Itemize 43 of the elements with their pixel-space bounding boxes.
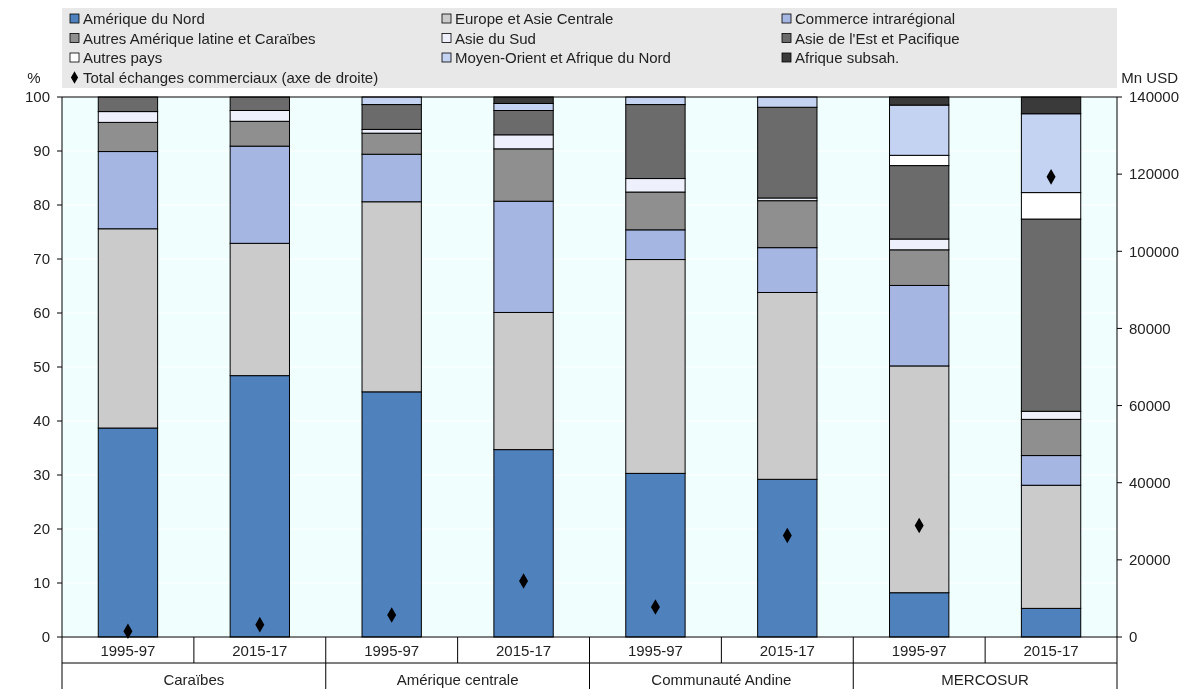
x-tick-label: 2015-17: [496, 642, 552, 659]
y-tick-label: 0: [41, 628, 50, 646]
y2-tick-label: 120000: [1129, 165, 1180, 183]
y2-tick-label: 20000: [1129, 551, 1171, 569]
text: Caraïbes: [163, 671, 225, 688]
legend-label: Asie de l'Est et Pacifique: [795, 29, 960, 47]
y-tick-label: 20: [33, 520, 50, 538]
x-tick-label: 1995-97: [627, 642, 683, 659]
x-tick-label: 1995-97: [100, 642, 156, 659]
legend-label: Amérique du Nord: [83, 10, 205, 27]
legend-label: Moyen-Orient et Afrique du Nord: [455, 49, 671, 66]
y-tick-label: 90: [33, 142, 50, 160]
x-tick-label: 2015-17: [1023, 642, 1079, 659]
y-tick-label: 40: [33, 412, 50, 430]
y2-tick-label: 60000: [1129, 396, 1171, 414]
legend-label: Autres Amérique latine et Caraïbes: [83, 29, 316, 47]
y-tick-label: 60: [33, 304, 50, 322]
legend-label: Total échanges commerciaux (axe de droite): [83, 68, 379, 86]
y-tick-label: 100: [24, 88, 50, 106]
y-tick-label: 80: [33, 196, 50, 214]
legend-label: Asie du Sud: [455, 29, 536, 47]
y-tick-label: 50: [33, 358, 50, 376]
text: Communauté Andine: [651, 671, 792, 688]
x-tick-label: 1995-97: [891, 642, 947, 659]
y2-tick-label: 80000: [1129, 319, 1171, 337]
legend-label: Commerce intrarégional: [795, 10, 956, 27]
text: MERCOSUR: [941, 671, 1030, 688]
legend-label: Europe et Asie Centrale: [455, 10, 614, 27]
y-tick-label: 30: [33, 466, 50, 484]
x-tick-label: 1995-97: [364, 642, 420, 659]
x-tick-label: 2015-17: [232, 642, 288, 659]
y-tick-label: 70: [33, 250, 50, 268]
x-tick-label: 2015-17: [759, 642, 815, 659]
y2-tick-label: 100000: [1129, 242, 1180, 260]
legend-label: Autres pays: [83, 49, 163, 66]
legend-label: Afrique subsah.: [795, 49, 900, 66]
y-axis-title: %: [27, 69, 41, 86]
y-tick-label: 10: [33, 574, 50, 592]
y2-tick-label: 140000: [1129, 88, 1180, 106]
y2-tick-label: 40000: [1129, 473, 1171, 491]
y2-axis-title: Mn USD: [1121, 69, 1179, 86]
text: Amérique centrale: [396, 671, 519, 688]
y2-tick-label: 0: [1129, 628, 1138, 646]
